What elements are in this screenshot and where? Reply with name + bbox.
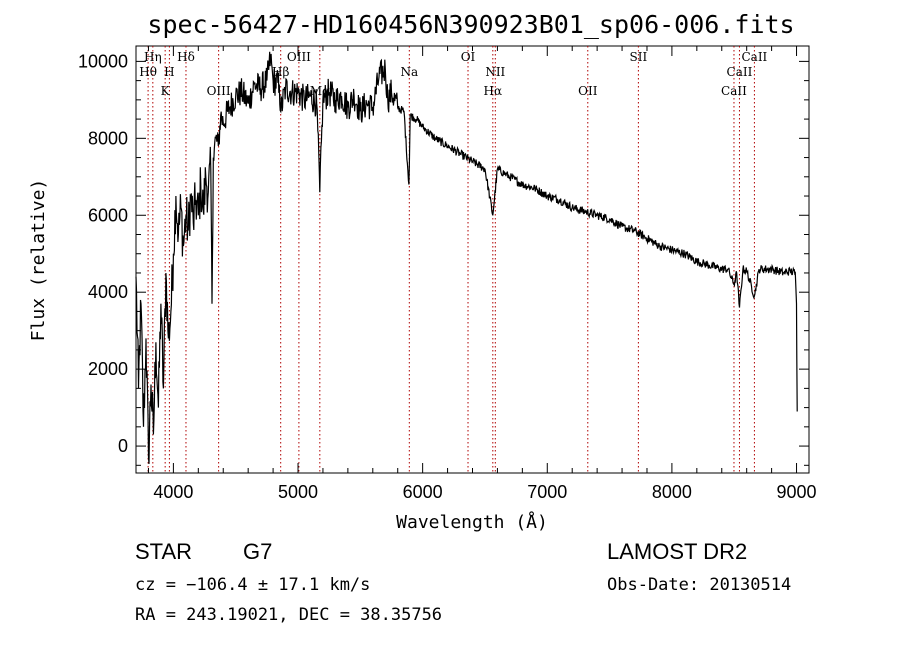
line-label: OIII	[287, 50, 311, 64]
redshift-text: cz = −106.4 ± 17.1 km/s	[135, 575, 370, 595]
survey-name: LAMOST DR2	[607, 539, 747, 564]
obs-date: Obs-Date: 20130514	[607, 575, 791, 595]
y-tick-label: 4000	[88, 282, 128, 302]
y-tick-label: 0	[118, 436, 128, 456]
plot-area	[135, 45, 810, 474]
object-subclass: G7	[243, 539, 272, 564]
plot-frame	[135, 45, 810, 474]
x-tick-label: 7000	[527, 482, 567, 502]
x-tick-label: 4000	[153, 482, 193, 502]
line-label: H	[164, 65, 174, 79]
y-tick-label: 8000	[88, 128, 128, 148]
y-axis-label: Flux (relative)	[28, 179, 49, 342]
line-label: CaII	[727, 65, 753, 79]
object-class: STAR	[135, 539, 192, 564]
x-axis-label: Wavelength (Å)	[396, 511, 548, 533]
x-tick-label: 5000	[278, 482, 318, 502]
ra-dec: RA = 243.19021, DEC = 38.35756	[135, 605, 442, 625]
line-label: CaII	[741, 50, 767, 64]
spectrum-line	[135, 51, 798, 464]
line-label: Hθ	[139, 65, 157, 79]
line-label: SII	[630, 50, 648, 64]
x-tick-label: 8000	[652, 482, 692, 502]
line-label: Hα	[484, 84, 503, 98]
x-tick-label: 6000	[403, 482, 443, 502]
line-label: OI	[461, 50, 476, 64]
line-label: CaII	[721, 84, 747, 98]
y-tick-label: 6000	[88, 205, 128, 225]
y-tick-label: 10000	[78, 51, 128, 71]
y-tick-label: 2000	[88, 359, 128, 379]
line-label: OIII	[207, 84, 231, 98]
line-label: K	[161, 84, 171, 98]
x-axis: 4000 5000 6000 7000 8000 9000	[147, 46, 817, 502]
y-axis: 0 2000 4000 6000 8000 10000	[78, 51, 809, 466]
line-label: Na	[400, 65, 418, 79]
line-label: Hδ	[177, 50, 195, 64]
chart-title: spec-56427-HD160456N390923B01_sp06-006.f…	[147, 10, 794, 39]
line-label: NII	[485, 65, 505, 79]
line-label: Hη	[144, 50, 162, 64]
x-tick-label: 9000	[777, 482, 817, 502]
line-label: OII	[578, 84, 598, 98]
